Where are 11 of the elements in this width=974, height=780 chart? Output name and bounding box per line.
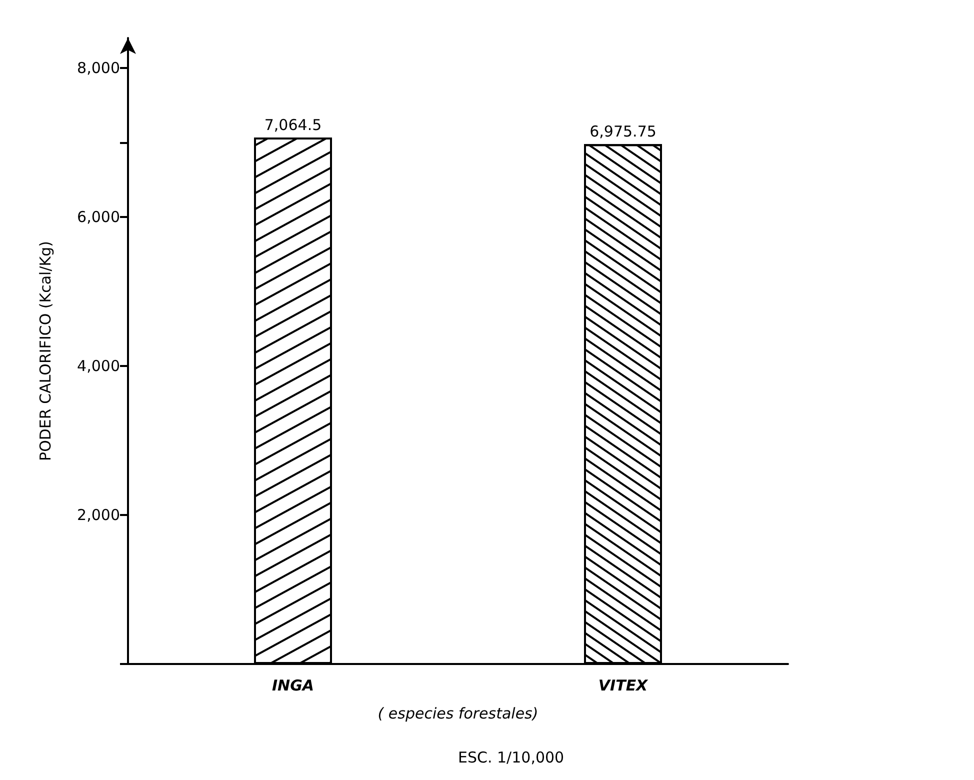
- x-axis-title: ( especies forestales): [378, 704, 538, 722]
- y-tick-label: 6,000: [77, 208, 120, 226]
- y-tick-label: 2,000: [77, 506, 120, 524]
- text: ESC. 1/10,000: [458, 748, 564, 766]
- data-label: 7,064.5: [264, 116, 322, 134]
- x-tick-label: VITEX: [598, 676, 650, 694]
- x-tick-label: INGA: [272, 676, 314, 694]
- y-tick-label: 8,000: [77, 58, 120, 77]
- y-axis-title: PODER CALORIFICO (Kcal/Kg): [36, 241, 54, 461]
- y-tick-label: 4,000: [77, 356, 120, 375]
- data-label: 6,975.75: [590, 122, 656, 141]
